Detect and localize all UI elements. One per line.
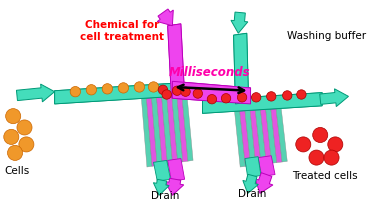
Text: Treated cells: Treated cells [292,170,358,180]
Circle shape [4,130,19,145]
Polygon shape [274,96,287,162]
Polygon shape [264,97,277,163]
Polygon shape [244,100,256,166]
Polygon shape [259,98,271,164]
Circle shape [158,86,168,95]
Polygon shape [243,174,258,193]
Polygon shape [146,96,157,166]
Polygon shape [231,13,248,34]
Polygon shape [166,93,178,164]
Polygon shape [55,84,174,104]
Circle shape [6,109,21,124]
Polygon shape [161,94,173,164]
Polygon shape [249,100,261,165]
Circle shape [297,90,306,100]
Polygon shape [234,102,245,167]
Text: Drain: Drain [238,188,266,198]
Polygon shape [172,82,251,104]
Circle shape [222,94,231,103]
Polygon shape [255,173,273,193]
Circle shape [296,137,311,152]
Polygon shape [270,97,282,163]
Circle shape [17,120,32,135]
Polygon shape [55,84,174,104]
Circle shape [324,150,339,165]
Text: Chemical for
cell treatment: Chemical for cell treatment [81,20,164,42]
Circle shape [148,82,159,93]
Polygon shape [168,25,184,98]
Circle shape [266,92,276,102]
Circle shape [193,89,203,99]
Polygon shape [156,95,167,165]
Text: Milliseconds: Milliseconds [169,65,251,78]
Circle shape [251,93,261,103]
Circle shape [102,84,113,95]
Polygon shape [234,34,249,104]
Text: Washing buffer: Washing buffer [287,31,366,41]
Circle shape [19,137,34,152]
Polygon shape [16,85,55,102]
Polygon shape [239,101,251,167]
Circle shape [8,146,23,161]
Circle shape [172,87,182,96]
Polygon shape [177,91,188,162]
Polygon shape [168,25,184,98]
Circle shape [309,150,324,165]
Polygon shape [181,90,193,161]
Polygon shape [153,179,169,195]
Circle shape [134,82,144,93]
Polygon shape [203,93,322,114]
Polygon shape [171,92,183,163]
Text: Drain: Drain [151,190,179,200]
Polygon shape [168,159,184,181]
Polygon shape [258,156,275,177]
Circle shape [207,95,217,104]
Polygon shape [141,97,152,167]
Polygon shape [153,161,170,181]
Polygon shape [254,99,266,165]
Circle shape [118,83,129,94]
Polygon shape [151,95,162,166]
Polygon shape [157,10,173,27]
Polygon shape [234,34,249,104]
Polygon shape [165,178,184,195]
Polygon shape [172,82,251,104]
Polygon shape [245,157,261,178]
Circle shape [313,128,328,143]
Circle shape [181,88,190,97]
Text: Cells: Cells [4,165,29,175]
Circle shape [283,91,292,101]
Circle shape [70,87,81,97]
Circle shape [237,93,247,103]
Circle shape [328,137,343,152]
Circle shape [162,90,171,100]
Polygon shape [203,93,322,114]
Circle shape [86,85,96,96]
Polygon shape [320,89,349,107]
